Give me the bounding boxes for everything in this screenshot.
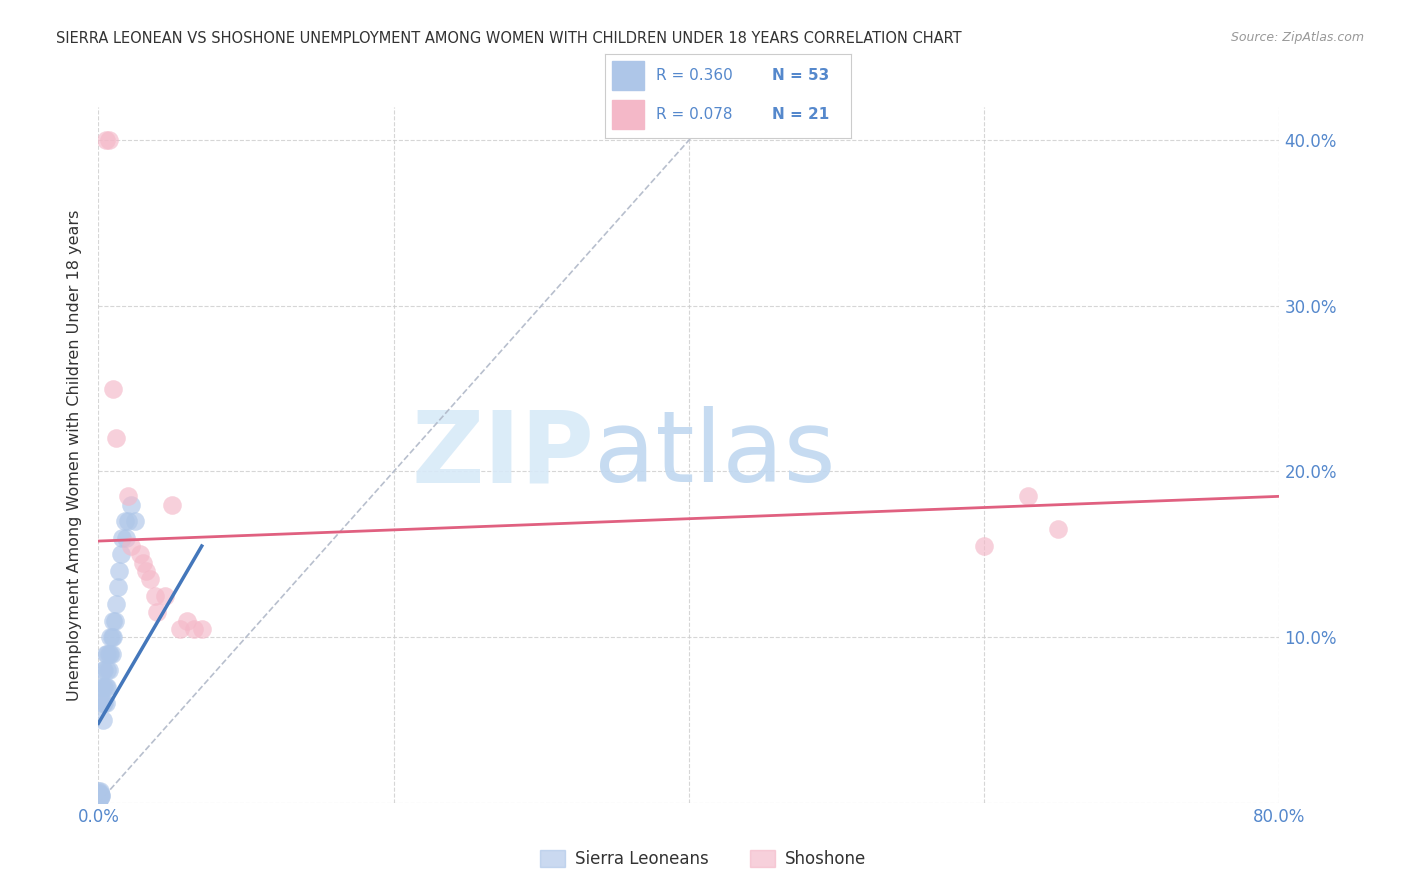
Point (89, 784, 111, 798)
Point (87, 796, 110, 810)
Point (153, 589, 176, 603)
Text: R = 0.078: R = 0.078 (657, 107, 733, 122)
Point (93, 663, 115, 677)
Point (103, 382, 125, 396)
Point (90, 697, 112, 711)
Point (87, 796, 110, 810)
Point (87, 796, 110, 810)
Bar (612, 100, 644, 129)
Point (90, 789, 112, 804)
Point (91, 680, 114, 694)
Point (111, 531, 134, 545)
Point (105, 597, 128, 611)
Point (91, 713, 114, 727)
Point (100, 647, 122, 661)
Point (120, 498, 142, 512)
Point (176, 614, 198, 628)
Text: SIERRA LEONEAN VS SHOSHONE UNEMPLOYMENT AMONG WOMEN WITH CHILDREN UNDER 18 YEARS: SIERRA LEONEAN VS SHOSHONE UNEMPLOYMENT … (56, 31, 962, 46)
Point (103, 614, 125, 628)
Point (183, 622, 205, 636)
Point (97, 647, 120, 661)
Point (100, 630, 122, 644)
Point (107, 581, 129, 595)
Y-axis label: Unemployment Among Women with Children Under 18 years: Unemployment Among Women with Children U… (67, 210, 83, 700)
Point (110, 547, 132, 561)
Point (97, 133, 120, 147)
Point (191, 622, 214, 636)
Point (89, 790, 111, 805)
Point (87, 786, 110, 800)
Point (115, 531, 138, 545)
Point (104, 614, 127, 628)
Point (103, 630, 125, 644)
Point (114, 514, 136, 528)
Point (89, 788, 111, 802)
Point (105, 431, 128, 445)
Point (89, 789, 111, 804)
Point (94, 680, 117, 694)
Bar (612, 62, 644, 90)
Point (87, 788, 110, 802)
Point (146, 605, 169, 619)
Point (117, 514, 139, 528)
Point (93, 680, 115, 694)
Point (87, 784, 110, 798)
Point (132, 556, 155, 570)
Point (973, 539, 995, 553)
Point (120, 539, 142, 553)
Point (128, 547, 150, 561)
Point (87, 789, 110, 804)
Point (94, 133, 117, 147)
Point (90, 680, 112, 694)
Point (87, 792, 110, 806)
Point (91, 663, 114, 677)
Legend: Sierra Leoneans, Shoshone: Sierra Leoneans, Shoshone (533, 843, 873, 875)
Point (135, 564, 157, 578)
Text: ZIP: ZIP (412, 407, 595, 503)
Point (87, 790, 110, 805)
Point (87, 794, 110, 808)
Text: N = 53: N = 53 (772, 68, 830, 83)
Point (94, 647, 117, 661)
Point (108, 564, 131, 578)
Point (91, 697, 114, 711)
Point (139, 572, 162, 586)
Point (96, 647, 118, 661)
Point (169, 622, 191, 636)
Point (1017, 489, 1039, 503)
Point (87, 794, 110, 808)
Point (90, 788, 112, 802)
Point (96, 663, 118, 677)
Point (98, 647, 121, 661)
Point (96, 680, 118, 694)
Point (97, 663, 120, 677)
Text: R = 0.360: R = 0.360 (657, 68, 733, 83)
Point (124, 514, 146, 528)
Point (98, 630, 121, 644)
Point (143, 589, 166, 603)
Point (117, 489, 139, 503)
Point (162, 498, 183, 512)
Text: N = 21: N = 21 (772, 107, 830, 122)
Point (87, 792, 110, 806)
Point (94, 697, 117, 711)
Point (89, 786, 111, 800)
Text: Source: ZipAtlas.com: Source: ZipAtlas.com (1230, 31, 1364, 45)
Point (93, 697, 115, 711)
Text: atlas: atlas (595, 407, 837, 503)
Point (1046, 523, 1069, 537)
